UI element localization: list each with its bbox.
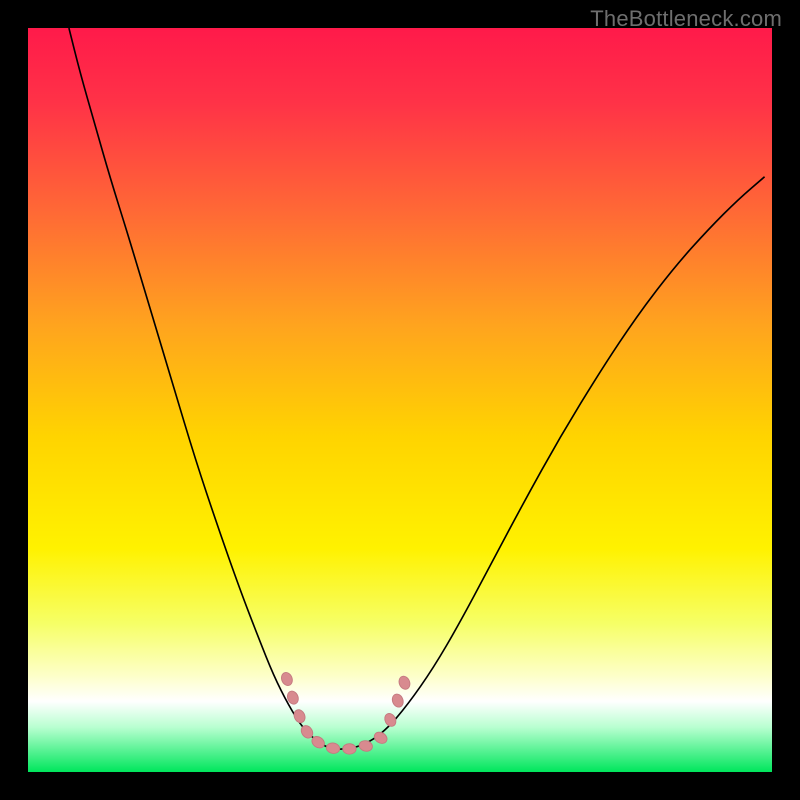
marker-bead [390, 692, 405, 708]
marker-bead [397, 675, 412, 691]
chart-frame: TheBottleneck.com [0, 0, 800, 800]
marker-bead [358, 739, 373, 752]
marker-bead [383, 712, 398, 729]
bottleneck-curve [69, 28, 765, 749]
plot-area [28, 28, 772, 772]
curve-overlay [28, 28, 772, 772]
marker-bead [292, 708, 307, 724]
marker-bead [280, 671, 295, 687]
marker-bead [343, 743, 357, 754]
marker-bead [326, 742, 341, 755]
marker-bead [372, 730, 389, 746]
